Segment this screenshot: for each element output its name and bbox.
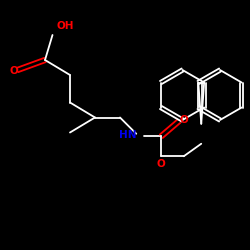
Text: HN: HN bbox=[119, 130, 136, 140]
Text: OH: OH bbox=[56, 21, 74, 31]
Text: O: O bbox=[10, 66, 18, 76]
Text: O: O bbox=[180, 115, 189, 125]
Text: O: O bbox=[157, 159, 166, 169]
